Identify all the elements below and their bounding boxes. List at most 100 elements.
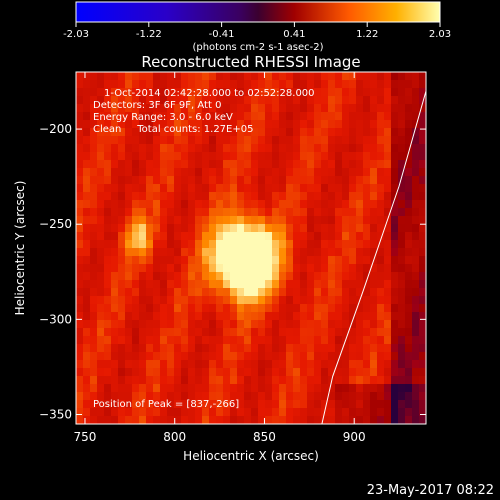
heatmap-cell: [181, 144, 189, 153]
heatmap-cell: [181, 288, 189, 297]
heatmap-cell: [97, 232, 105, 241]
heatmap-cell: [174, 112, 182, 121]
heatmap-cell: [237, 120, 245, 129]
heatmap-cell: [335, 240, 343, 249]
heatmap-cell: [321, 376, 329, 385]
heatmap-cell: [300, 344, 308, 353]
heatmap-cell: [398, 112, 406, 121]
heatmap-cell: [342, 360, 350, 369]
heatmap-cell: [111, 328, 119, 337]
heatmap-cell: [83, 392, 91, 401]
heatmap-cell: [90, 296, 98, 305]
heatmap-cell: [111, 152, 119, 161]
heatmap-cell: [391, 96, 399, 105]
heatmap-cell: [272, 360, 280, 369]
heatmap-cell: [328, 72, 336, 81]
heatmap-cell: [286, 176, 294, 185]
heatmap-cell: [342, 248, 350, 257]
heatmap-cell: [223, 136, 231, 145]
heatmap-cell: [216, 184, 224, 193]
heatmap-cell: [328, 96, 336, 105]
heatmap-cell: [279, 352, 287, 361]
heatmap-cell: [90, 232, 98, 241]
heatmap-cell: [405, 200, 413, 209]
heatmap-cell: [160, 224, 168, 233]
heatmap-cell: [405, 216, 413, 225]
heatmap-cell: [321, 304, 329, 313]
heatmap-cell: [307, 288, 315, 297]
heatmap-cell: [118, 384, 126, 393]
heatmap-cell: [328, 112, 336, 121]
heatmap-cell: [83, 144, 91, 153]
heatmap-cell: [321, 128, 329, 137]
heatmap-cell: [342, 184, 350, 193]
heatmap-cell: [146, 376, 154, 385]
heatmap-cell: [209, 120, 217, 129]
heatmap-cell: [335, 104, 343, 113]
heatmap-cell: [286, 248, 294, 257]
heatmap-cell: [153, 224, 161, 233]
heatmap-cell: [76, 144, 84, 153]
heatmap-cell: [188, 368, 196, 377]
heatmap-cell: [377, 360, 385, 369]
heatmap-cell: [265, 152, 273, 161]
heatmap-cell: [97, 416, 105, 424]
heatmap-cell: [328, 336, 336, 345]
heatmap-cell: [90, 240, 98, 249]
heatmap-cell: [405, 328, 413, 337]
heatmap-cell: [279, 408, 287, 417]
heatmap-cell: [90, 368, 98, 377]
heatmap-cell: [139, 96, 147, 105]
heatmap-cell: [258, 248, 266, 257]
heatmap-cell: [125, 312, 133, 321]
heatmap-cell: [258, 80, 266, 89]
heatmap-cell: [202, 288, 210, 297]
x-tick-label: 800: [163, 430, 186, 444]
heatmap-cell: [300, 152, 308, 161]
heatmap-cell: [293, 176, 301, 185]
heatmap-cell: [314, 192, 322, 201]
heatmap-cell: [216, 192, 224, 201]
heatmap-cell: [412, 192, 420, 201]
heatmap-cell: [181, 344, 189, 353]
heatmap-cell: [279, 392, 287, 401]
heatmap-cell: [342, 328, 350, 337]
heatmap-cell: [419, 232, 426, 241]
heatmap-cell: [251, 80, 259, 89]
heatmap-cell: [111, 296, 119, 305]
heatmap-cell: [272, 168, 280, 177]
heatmap-cell: [321, 88, 329, 97]
heatmap-cell: [384, 352, 392, 361]
heatmap-cell: [139, 136, 147, 145]
heatmap-cell: [328, 280, 336, 289]
heatmap-cell: [286, 328, 294, 337]
heatmap-cell: [419, 400, 426, 409]
heatmap-cell: [230, 296, 238, 305]
heatmap-cell: [237, 208, 245, 217]
heatmap-cell: [363, 240, 371, 249]
heatmap-cell: [377, 208, 385, 217]
heatmap-cell: [125, 240, 133, 249]
heatmap-cell: [272, 144, 280, 153]
heatmap-cell: [251, 88, 259, 97]
heatmap-cell: [286, 160, 294, 169]
heatmap-cell: [293, 232, 301, 241]
heatmap-cell: [160, 176, 168, 185]
heatmap-cell: [118, 208, 126, 217]
heatmap-cell: [412, 160, 420, 169]
heatmap-cell: [342, 256, 350, 265]
heatmap-cell: [300, 264, 308, 273]
heatmap-cell: [125, 80, 133, 89]
heatmap-cell: [356, 272, 364, 281]
heatmap-cell: [370, 264, 378, 273]
heatmap-cell: [321, 400, 329, 409]
heatmap-cell: [230, 344, 238, 353]
heatmap-cell: [97, 368, 105, 377]
heatmap-cell: [405, 72, 413, 81]
heatmap-cell: [160, 368, 168, 377]
heatmap-cell: [342, 384, 350, 393]
heatmap-cell: [363, 104, 371, 113]
heatmap-cell: [363, 320, 371, 329]
heatmap-cell: [286, 152, 294, 161]
heatmap-cell: [202, 224, 210, 233]
